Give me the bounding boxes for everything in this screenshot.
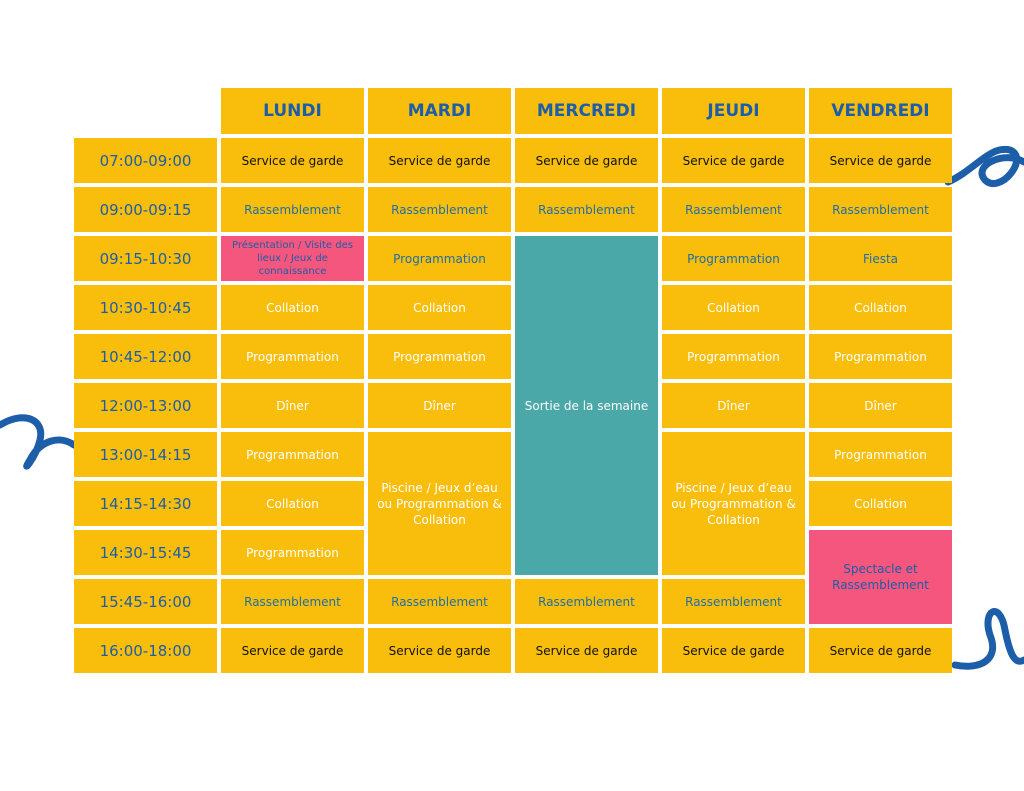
swirl bbox=[951, 608, 1024, 670]
day-header: LUNDI bbox=[221, 88, 364, 134]
activity: Dîner bbox=[368, 383, 511, 428]
activity: Programmation bbox=[662, 236, 805, 281]
swirl bbox=[0, 414, 78, 470]
time-slot: 10:45-12:00 bbox=[74, 334, 217, 379]
time-slot: 07:00-09:00 bbox=[74, 138, 217, 183]
activity: Collation bbox=[809, 481, 952, 526]
activity: Collation bbox=[221, 481, 364, 526]
activity: Programmation bbox=[221, 530, 364, 575]
activity: Programmation bbox=[221, 334, 364, 379]
activity: Collation bbox=[662, 285, 805, 330]
activity: Service de garde bbox=[368, 628, 511, 673]
corner bbox=[74, 88, 217, 134]
time-slot: 13:00-14:15 bbox=[74, 432, 217, 477]
activity: Fiesta bbox=[809, 236, 952, 281]
day-header: MARDI bbox=[368, 88, 511, 134]
activity: Présentation / Visite des lieux / Jeux d… bbox=[221, 236, 364, 281]
activity: Sortie de la semaine bbox=[515, 236, 658, 575]
time-slot: 09:15-10:30 bbox=[74, 236, 217, 281]
activity: Service de garde bbox=[368, 138, 511, 183]
time-slot: 12:00-13:00 bbox=[74, 383, 217, 428]
time-slot: 15:45-16:00 bbox=[74, 579, 217, 624]
activity: Dîner bbox=[809, 383, 952, 428]
activity: Rassemblement bbox=[368, 187, 511, 232]
activity: Programmation bbox=[809, 432, 952, 477]
time-slot: 14:15-14:30 bbox=[74, 481, 217, 526]
activity: Service de garde bbox=[809, 628, 952, 673]
activity: Dîner bbox=[662, 383, 805, 428]
activity: Collation bbox=[368, 285, 511, 330]
activity: Rassemblement bbox=[368, 579, 511, 624]
time-slot: 10:30-10:45 bbox=[74, 285, 217, 330]
activity: Rassemblement bbox=[515, 579, 658, 624]
activity: Piscine / Jeux d’eau ou Programmation & … bbox=[368, 432, 511, 575]
activity: Service de garde bbox=[515, 138, 658, 183]
activity: Collation bbox=[809, 285, 952, 330]
activity: Service de garde bbox=[221, 138, 364, 183]
time-slot: 09:00-09:15 bbox=[74, 187, 217, 232]
day-header: MERCREDI bbox=[515, 88, 658, 134]
activity: Programmation bbox=[221, 432, 364, 477]
activity: Collation bbox=[221, 285, 364, 330]
activity: Service de garde bbox=[809, 138, 952, 183]
activity: Rassemblement bbox=[809, 187, 952, 232]
activity: Service de garde bbox=[662, 138, 805, 183]
activity: Dîner bbox=[221, 383, 364, 428]
activity: Programmation bbox=[809, 334, 952, 379]
activity: Service de garde bbox=[515, 628, 658, 673]
activity: Service de garde bbox=[221, 628, 364, 673]
swirl bbox=[944, 145, 1024, 187]
timetable: LUNDI MARDI MERCREDI JEUDI VENDREDI 07:00-09:… bbox=[74, 88, 952, 673]
activity: Service de garde bbox=[662, 628, 805, 673]
time-slot: 14:30-15:45 bbox=[74, 530, 217, 575]
activity: Programmation bbox=[368, 236, 511, 281]
day-header: JEUDI bbox=[662, 88, 805, 134]
time-slot: 16:00-18:00 bbox=[74, 628, 217, 673]
day-header: VENDREDI bbox=[809, 88, 952, 134]
activity: Programmation bbox=[662, 334, 805, 379]
activity: Spectacle et Rassemblement bbox=[809, 530, 952, 624]
activity: Rassemblement bbox=[221, 579, 364, 624]
activity: Rassemblement bbox=[662, 187, 805, 232]
activity: Rassemblement bbox=[515, 187, 658, 232]
activity: Programmation bbox=[368, 334, 511, 379]
activity: Rassemblement bbox=[662, 579, 805, 624]
activity: Rassemblement bbox=[221, 187, 364, 232]
activity: Piscine / Jeux d’eau ou Programmation & … bbox=[662, 432, 805, 575]
